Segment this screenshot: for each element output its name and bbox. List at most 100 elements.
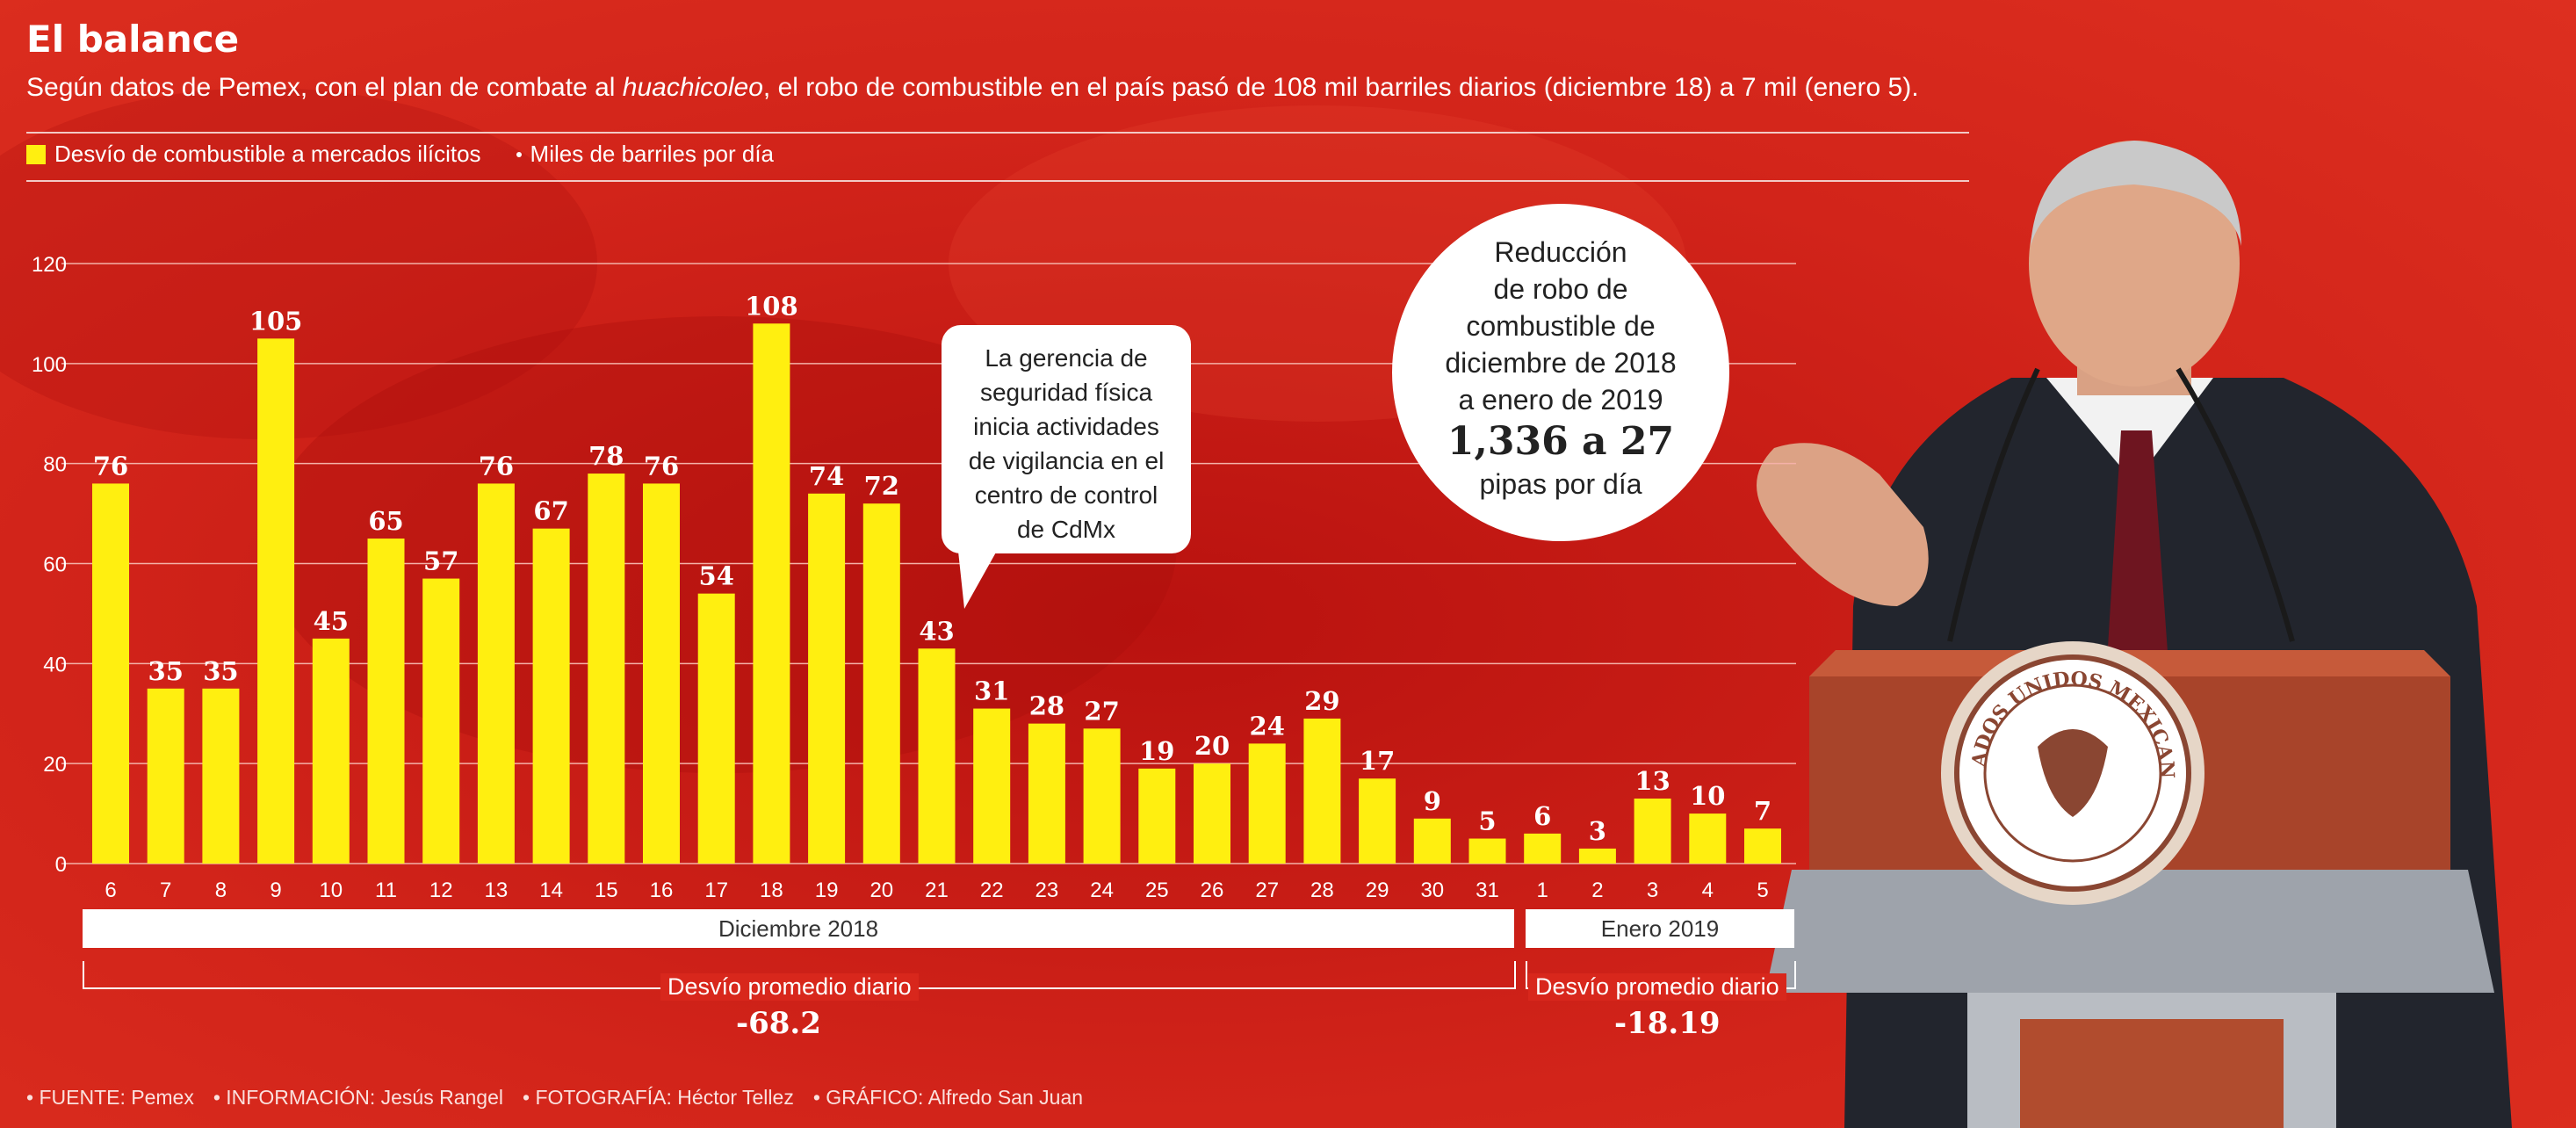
bar-value-label: 108 xyxy=(745,291,798,321)
x-tick-label: 5 xyxy=(1757,879,1768,902)
callout-line: de CdMx xyxy=(1016,516,1116,543)
bar xyxy=(1303,718,1341,864)
bar xyxy=(1413,818,1451,864)
footer-info: INFORMACIÓN: Jesús Rangel xyxy=(213,1086,503,1110)
bar-value-label: 3 xyxy=(1589,816,1606,846)
circle-line: combustible de xyxy=(1466,310,1656,342)
bar xyxy=(1468,838,1506,864)
bar-value-label: 28 xyxy=(1029,691,1064,721)
y-axis-ticks: 0 20 40 60 80 100 120 xyxy=(32,253,67,877)
y-tick-label: 60 xyxy=(43,553,67,577)
bar-value-label: 35 xyxy=(148,656,184,686)
x-tick-label: 20 xyxy=(869,879,893,902)
x-tick-label: 29 xyxy=(1366,879,1389,902)
y-tick-label: 100 xyxy=(32,353,67,377)
bar xyxy=(588,474,625,864)
legend-series: Desvío de combustible a mercados ilícito… xyxy=(26,141,481,168)
x-tick-label: 17 xyxy=(704,879,728,902)
jan-avg-value: -18.19 xyxy=(1614,1006,1721,1041)
chart-subtitle: Según datos de Pemex, con el plan de com… xyxy=(26,73,1976,103)
x-tick-label: 10 xyxy=(319,879,343,902)
bar xyxy=(1194,763,1230,864)
bar xyxy=(367,539,405,864)
x-tick-label: 8 xyxy=(215,879,227,902)
callout-tail xyxy=(957,543,1001,609)
chart-title: El balance xyxy=(26,18,240,61)
legend-unit-label: Miles de barriles por día xyxy=(530,141,775,167)
x-tick-label: 25 xyxy=(1145,879,1169,902)
footer: FUENTE: Pemex INFORMACIÓN: Jesús Rangel … xyxy=(26,1086,1083,1110)
bar-value-label: 72 xyxy=(864,471,899,501)
bar xyxy=(1248,743,1286,864)
bar xyxy=(312,638,350,864)
legend-swatch xyxy=(26,144,46,164)
bar xyxy=(422,578,460,864)
bar-value-label: 9 xyxy=(1424,786,1441,816)
x-tick-label: 27 xyxy=(1255,879,1279,902)
footer-source: FUENTE: Pemex xyxy=(26,1086,193,1110)
reduction-circle: Reducción de robo de combustible de diciemb… xyxy=(1392,204,1729,541)
header: El balance Según datos de Pemex, con el … xyxy=(26,18,1976,103)
bar-value-label: 54 xyxy=(699,561,734,591)
bar-value-label: 7 xyxy=(1754,796,1771,826)
x-tick-label: 2 xyxy=(1591,879,1603,902)
bar-value-label: 10 xyxy=(1690,781,1725,811)
period-december: Diciembre 2018 xyxy=(83,909,1514,948)
bar xyxy=(1524,833,1562,864)
bar-value-label: 76 xyxy=(93,451,128,481)
bar-value-label: 20 xyxy=(1194,731,1230,761)
bar xyxy=(1744,828,1781,864)
bar xyxy=(753,323,790,864)
bar-value-label: 27 xyxy=(1084,696,1119,726)
x-tick-label: 15 xyxy=(595,879,618,902)
bar xyxy=(257,338,295,864)
x-tick-label: 24 xyxy=(1090,879,1114,902)
x-tick-label: 6 xyxy=(105,879,116,902)
circle-line: Reducción xyxy=(1494,236,1627,268)
bar xyxy=(697,593,735,864)
x-tick-label: 9 xyxy=(270,879,281,902)
legend-unit: Miles de barriles por día xyxy=(516,141,774,168)
x-tick-label: 19 xyxy=(815,879,839,902)
bullet-icon xyxy=(516,151,522,157)
legend-series-label: Desvío de combustible a mercados ilícito… xyxy=(54,141,481,167)
x-axis-ticks: 6 7 8 9 10 11 12 13 14 15 16 17 18 19 20 21 22 23 24 25 26 27… xyxy=(105,879,1768,902)
callout-note: La gerencia de seguridad física inicia act… xyxy=(942,325,1191,553)
bar-value-label: 24 xyxy=(1250,711,1285,741)
bar-value-label: 78 xyxy=(588,441,624,471)
bar xyxy=(202,688,240,864)
bar-value-label: 17 xyxy=(1360,746,1395,776)
bar-value-label: 43 xyxy=(919,616,954,646)
bar-value-label: 76 xyxy=(479,451,514,481)
bar-value-label: 5 xyxy=(1478,806,1496,836)
bar xyxy=(808,493,846,864)
x-tick-label: 18 xyxy=(760,879,783,902)
circle-line: de robo de xyxy=(1493,273,1628,305)
bar xyxy=(1138,768,1176,864)
x-tick-label: 1 xyxy=(1537,879,1548,902)
bar xyxy=(532,528,570,864)
period-january: Enero 2019 xyxy=(1526,909,1794,948)
x-tick-label: 16 xyxy=(650,879,674,902)
bar-value-label: 19 xyxy=(1139,736,1174,766)
y-tick-label: 120 xyxy=(32,253,67,277)
callout-line: La gerencia de xyxy=(985,344,1148,372)
x-tick-label: 3 xyxy=(1647,879,1658,902)
bar-value-label: 31 xyxy=(974,676,1009,706)
bar xyxy=(147,688,184,864)
bar-value-label: 35 xyxy=(203,656,238,686)
bar xyxy=(1578,848,1616,864)
circle-big-number: 1,336 a 27 xyxy=(1447,419,1675,464)
rule-bottom xyxy=(26,180,1969,182)
rule-top xyxy=(26,132,1969,134)
x-tick-label: 23 xyxy=(1035,879,1059,902)
x-tick-label: 30 xyxy=(1420,879,1444,902)
x-tick-label: 22 xyxy=(980,879,1004,902)
x-tick-label: 13 xyxy=(485,879,509,902)
bar-value-label: 105 xyxy=(249,306,303,336)
bar xyxy=(643,483,680,864)
x-tick-label: 28 xyxy=(1310,879,1334,902)
x-tick-label: 21 xyxy=(925,879,949,902)
